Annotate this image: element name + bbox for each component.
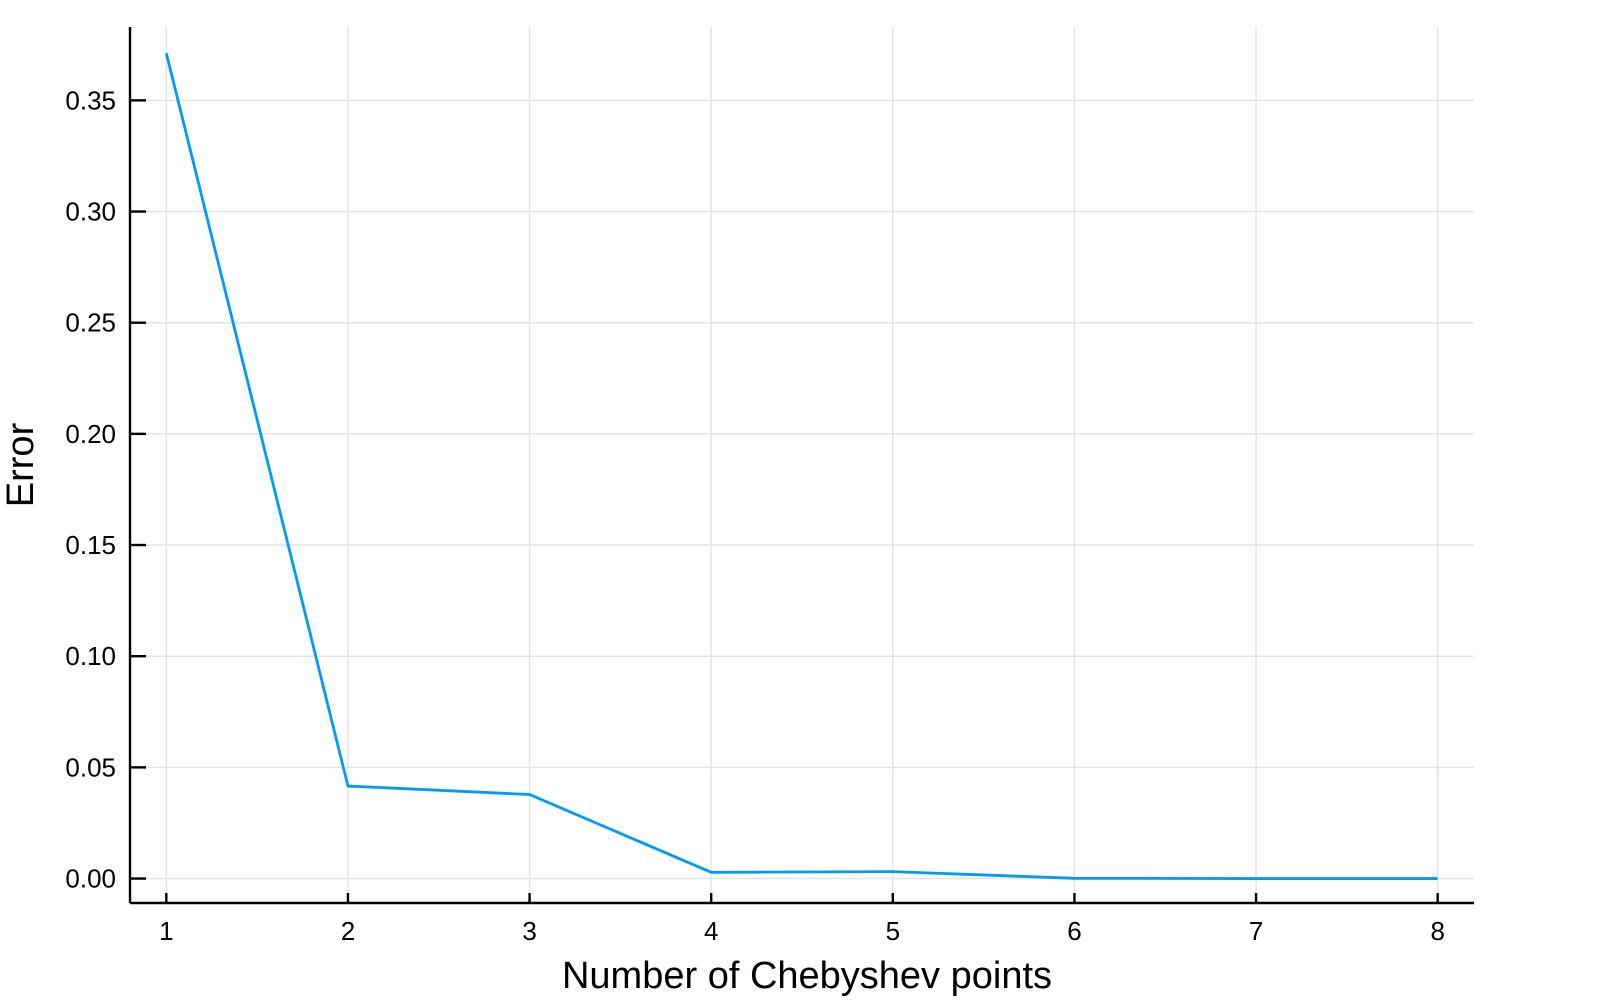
series-line	[164, 52, 1438, 880]
x-tick-label: 3	[522, 916, 536, 946]
x-tick-label: 4	[704, 916, 718, 946]
y-axis-ticks: 0.00 0.05 0.10 0.15 0.20 0.25 0.30 0.35	[65, 85, 146, 894]
x-axis-title: Number of Chebyshev points	[562, 955, 1052, 997]
series	[164, 52, 1438, 880]
x-axis-ticks: 1 2 3 4 5 6 7 8	[159, 893, 1445, 946]
y-tick-label: 0.25	[65, 308, 116, 338]
y-tick-label: 0.30	[65, 197, 116, 227]
x-tick-label: 8	[1430, 916, 1444, 946]
y-tick-label: 0.10	[65, 641, 116, 671]
axes	[128, 27, 1474, 905]
y-tick-label: 0.05	[65, 752, 116, 782]
x-tick-label: 5	[886, 916, 900, 946]
y-tick-label: 0.00	[65, 864, 116, 894]
y-tick-label: 0.35	[65, 85, 116, 115]
y-axis-title: Error	[0, 422, 42, 507]
y-tick-label: 0.15	[65, 530, 116, 560]
y-tick-label: 0.20	[65, 419, 116, 449]
x-tick-label: 1	[159, 916, 173, 946]
grid	[130, 27, 1474, 903]
x-tick-label: 6	[1067, 916, 1081, 946]
x-tick-label: 7	[1249, 916, 1263, 946]
x-tick-label: 2	[341, 916, 355, 946]
